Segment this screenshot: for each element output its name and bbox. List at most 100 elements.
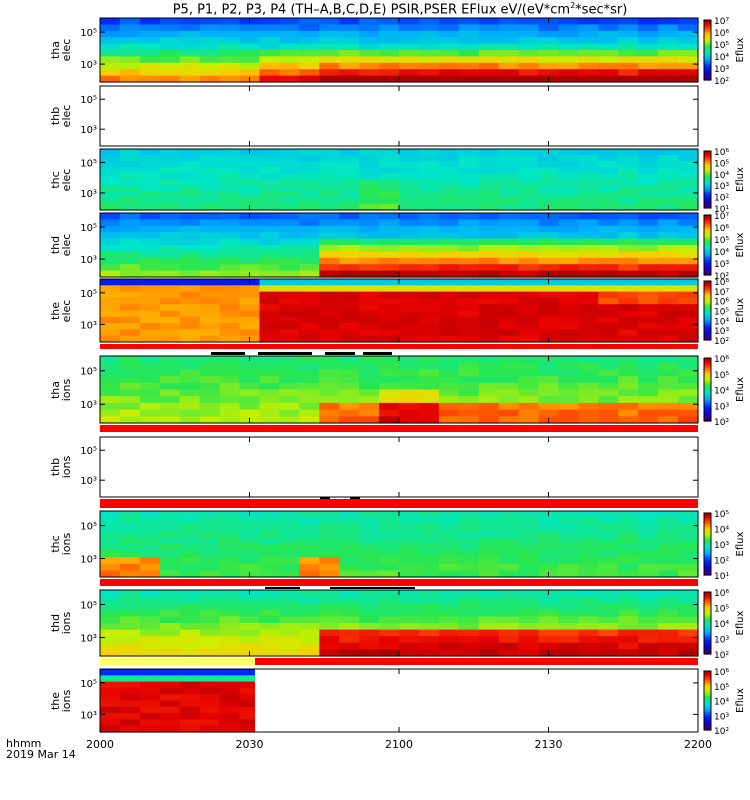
colorbar-tick-label: 10⁵ <box>714 308 729 318</box>
spectrogram-cell <box>159 389 181 397</box>
spectrogram-cell <box>558 197 579 205</box>
colorbar-step <box>704 389 711 392</box>
spectrogram-cell <box>339 329 360 337</box>
spectrogram-cell <box>618 213 639 220</box>
spectrogram-cell <box>179 719 201 727</box>
spectrogram-cell <box>638 596 659 604</box>
panel-label-tha_elec: tha elec <box>49 35 80 65</box>
spectrogram-cell <box>498 232 520 240</box>
spectrogram-cell <box>179 713 201 720</box>
spectrogram-cell <box>299 389 320 397</box>
spectrogram-cell <box>259 30 280 38</box>
spectrogram-cell <box>199 596 221 604</box>
spectrogram-cell <box>658 603 679 611</box>
colorbar-step <box>704 624 711 627</box>
spectrogram-cell <box>179 56 201 64</box>
spectrogram-cell <box>219 225 241 233</box>
spectrogram-cell <box>498 56 520 64</box>
spectrogram-cell <box>279 642 300 650</box>
spectrogram-cell <box>339 285 360 293</box>
colorbar-tick-label: 10² <box>714 77 729 87</box>
spectrogram-cell <box>319 316 340 324</box>
spectrogram-cell <box>438 323 460 330</box>
spectrogram-cell <box>100 56 121 64</box>
spectrogram-cell <box>399 316 420 324</box>
colorbar-step <box>704 678 711 681</box>
spectrogram-cell <box>179 179 201 187</box>
spectrogram-cell <box>319 563 340 571</box>
spectrogram-cell <box>458 50 480 57</box>
spectrogram-cell <box>139 304 161 312</box>
colorbar-step <box>704 301 711 304</box>
spectrogram-cell <box>139 173 161 181</box>
spectrogram-cell <box>458 609 480 617</box>
spectrogram-cell <box>538 185 559 193</box>
spectrogram-cell <box>638 616 659 624</box>
spectrogram-cell <box>159 719 181 727</box>
spectrogram-cell <box>379 629 400 637</box>
colorbar-step <box>704 175 711 178</box>
spectrogram-cell <box>678 603 699 611</box>
spectrogram-cell <box>498 603 520 611</box>
spectrogram-cell <box>279 416 300 424</box>
spectrogram-cell <box>239 596 260 604</box>
spectrogram-cell <box>658 232 679 240</box>
spectrogram-cell <box>618 56 639 64</box>
spectrogram-cell <box>538 310 559 318</box>
colorbar-step <box>704 230 711 233</box>
spectrogram-cell <box>578 69 599 77</box>
spectrogram-cell <box>538 30 559 38</box>
spectrogram-cell <box>399 511 420 519</box>
spectrogram-cell <box>319 173 340 181</box>
spectrogram-cell <box>179 416 201 424</box>
spectrogram-cell <box>259 279 280 286</box>
spectrogram-cell <box>379 304 400 312</box>
spectrogram-cell <box>100 517 121 525</box>
colorbar-step <box>704 221 711 224</box>
spectrogram-cell <box>379 389 400 397</box>
spectrogram-cell <box>239 43 260 51</box>
spectrogram-cell <box>399 517 420 525</box>
spectrogram-cell <box>458 191 480 199</box>
spectrogram-cell <box>339 203 360 211</box>
spectrogram-cell <box>618 197 639 205</box>
colorbar-step <box>704 170 711 173</box>
spectrogram-cell <box>598 219 619 227</box>
colorbar-step <box>704 59 711 62</box>
colorbar-step <box>704 397 711 400</box>
spectrogram-cell <box>399 225 420 233</box>
spectrogram-cell <box>658 382 679 391</box>
spectrogram-cell <box>578 382 599 391</box>
spectrogram-cell <box>159 396 181 404</box>
spectrogram-cell <box>279 563 300 571</box>
spectrogram-cell <box>339 257 360 265</box>
spectrogram-cell <box>518 642 540 650</box>
colorbar-step <box>704 679 711 682</box>
spectrogram-cell <box>578 369 599 377</box>
spectrogram-cell <box>478 43 500 51</box>
spectrogram-cell <box>299 517 320 525</box>
spectrogram-cell <box>379 616 400 624</box>
spectrogram-cell <box>219 185 241 193</box>
spectrogram-cell <box>458 603 480 611</box>
colorbar-step <box>704 199 711 202</box>
spectrogram-cell <box>618 43 639 51</box>
spectrogram-cell <box>119 725 141 733</box>
spectrogram-cell <box>379 291 400 299</box>
spectrogram-cell <box>100 524 121 532</box>
spectrogram-cell <box>159 149 181 156</box>
colorbar-step <box>704 306 711 309</box>
spectrogram-cell <box>219 719 241 727</box>
spectrogram-cell <box>438 37 460 45</box>
spectrogram-cell <box>319 616 340 624</box>
colorbar-step <box>704 228 711 231</box>
spectrogram-cell <box>359 191 380 199</box>
colorbar-step <box>704 558 711 561</box>
spectrogram-cell <box>518 544 540 552</box>
spectrogram-cell <box>119 30 141 38</box>
spectrogram-cell <box>678 596 699 604</box>
spectrogram-cell <box>558 155 579 162</box>
spectrogram-cell <box>438 550 460 558</box>
spectrogram-cell <box>100 694 121 702</box>
spectrogram-cell <box>219 37 241 45</box>
